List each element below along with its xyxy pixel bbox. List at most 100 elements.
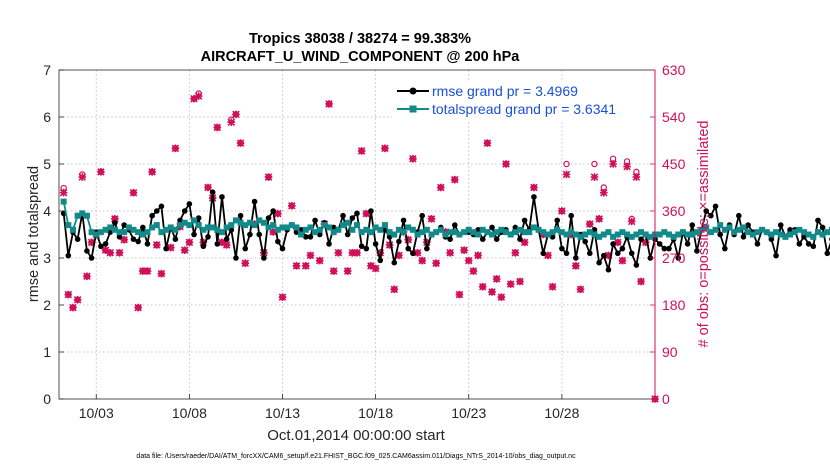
y-tick-label-right: 450	[662, 156, 686, 172]
obs-assimilated-point	[143, 267, 152, 275]
rmse-point	[275, 238, 281, 245]
totalspread-point	[111, 226, 118, 233]
totalspread-point	[153, 222, 160, 229]
obs-assimilated-mark	[627, 217, 636, 226]
obs-assimilated-point	[222, 241, 231, 249]
totalspread-point	[423, 226, 430, 233]
totalspread-point	[535, 226, 542, 233]
totalspread-point	[489, 231, 496, 238]
obs-assimilated-point	[78, 173, 87, 181]
totalspread-point	[628, 233, 635, 240]
obs-assimilated-point	[516, 277, 524, 286]
rmse-point	[512, 224, 519, 231]
rmse-point	[354, 210, 360, 217]
obs-assimilated-point	[232, 110, 240, 119]
y-tick-label-left: 5	[43, 156, 51, 172]
totalspread-point	[218, 229, 225, 236]
obs-assimilated-mark	[544, 251, 552, 260]
totalspread-point	[144, 229, 151, 236]
obs-assimilated-point	[544, 251, 552, 260]
chart-title-line1: Tropics 38038 / 38274 = 99.383%	[249, 31, 471, 47]
rmse-point	[447, 236, 453, 242]
totalspread-point	[679, 229, 686, 236]
totalspread-point	[507, 231, 514, 238]
rmse-point	[302, 234, 309, 240]
totalspread-point	[330, 229, 337, 236]
obs-assimilated-point	[73, 295, 82, 304]
obs-assimilated-mark	[520, 238, 529, 247]
rmse-point	[777, 222, 784, 228]
obs-assimilated-point	[483, 139, 492, 147]
rmse-point	[619, 245, 626, 252]
rmse-point	[591, 227, 598, 233]
totalspread-point	[246, 219, 253, 226]
totalspread-point	[242, 222, 249, 229]
totalspread-point	[223, 224, 230, 231]
obs-assimilated-mark	[274, 209, 282, 218]
totalspread-point	[172, 226, 179, 233]
obs-assimilated-mark	[78, 173, 87, 181]
obs-assimilated-mark	[446, 248, 454, 257]
totalspread-point	[563, 231, 570, 238]
rmse-point	[219, 194, 225, 200]
obs-assimilated-point	[325, 100, 333, 108]
obs-assimilated-point	[464, 256, 473, 265]
totalspread-point	[554, 226, 561, 233]
totalspread-point	[405, 224, 412, 231]
rmse-point	[568, 212, 574, 219]
obs-assimilated-mark	[464, 256, 473, 265]
totalspread-point	[74, 212, 81, 219]
obs-assimilated-point	[87, 238, 96, 247]
obs-assimilated-mark	[134, 303, 142, 312]
obs-assimilated-point	[502, 160, 510, 168]
obs-assimilated-mark	[502, 160, 510, 168]
totalspread-point	[335, 226, 342, 233]
totalspread-point	[470, 229, 477, 236]
totalspread-point	[312, 229, 319, 236]
rmse-point	[121, 222, 127, 228]
obs-assimilated-point	[166, 243, 175, 252]
totalspread-point	[419, 229, 426, 236]
obs-assimilated-point	[446, 248, 454, 257]
rmse-point	[549, 234, 556, 240]
obs-assimilated-mark	[511, 248, 520, 257]
totalspread-point	[307, 224, 314, 231]
obs-assimilated-point	[329, 267, 338, 275]
obs-assimilated-mark	[213, 123, 222, 132]
totalspread-point	[624, 231, 631, 238]
totalspread-point	[354, 222, 360, 229]
obs-assimilated-point	[418, 256, 426, 265]
totalspread-point	[326, 224, 333, 231]
obs-assimilated-point	[520, 238, 529, 247]
totalspread-point	[684, 231, 691, 238]
totalspread-point	[107, 224, 114, 231]
obs-assimilated-point	[129, 188, 138, 197]
y-tick-label-right: 180	[662, 297, 686, 313]
totalspread-point	[149, 224, 156, 231]
obs-assimilated-point	[301, 262, 310, 270]
legend-spread-label: totalspread grand pr = 3.6341	[432, 101, 616, 117]
totalspread-point	[293, 224, 300, 231]
obs-assimilated-point	[395, 251, 403, 260]
obs-assimilated-mark	[395, 251, 403, 260]
obs-assimilated-point	[371, 264, 380, 273]
totalspread-point	[689, 231, 696, 238]
rmse-point	[88, 255, 95, 261]
totalspread-point	[661, 229, 668, 236]
rmse-point	[451, 222, 458, 228]
totalspread-point	[102, 226, 109, 233]
obs-assimilated-point	[269, 228, 277, 236]
totalspread-point	[610, 233, 617, 240]
obs-assimilated-point	[171, 144, 180, 153]
obs-assimilated-mark	[329, 267, 338, 275]
obs-assimilated-point	[148, 168, 156, 176]
obs-assimilated-point	[432, 259, 440, 268]
totalspread-point	[568, 229, 575, 236]
totalspread-point	[428, 231, 435, 238]
totalspread-point	[675, 231, 682, 238]
rmse-point	[344, 231, 351, 238]
rmse-point	[717, 231, 723, 238]
totalspread-point	[79, 210, 86, 217]
rmse-point	[130, 236, 137, 242]
